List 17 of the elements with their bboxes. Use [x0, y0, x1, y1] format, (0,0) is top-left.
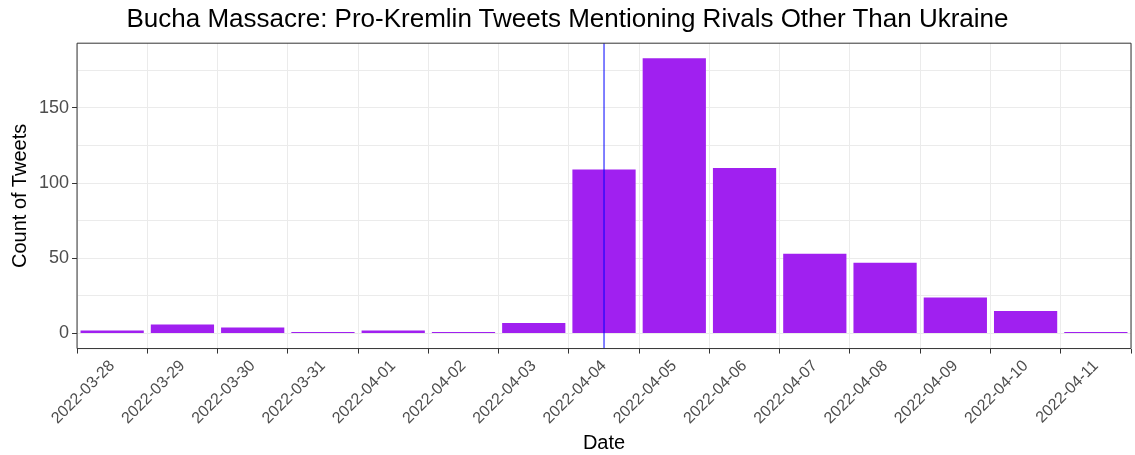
- bar: [150, 324, 215, 334]
- bar: [502, 322, 566, 334]
- y-axis-title: Count of Tweets: [7, 123, 30, 268]
- y-tick-label: 0: [59, 322, 70, 343]
- y-tick-label: 150: [38, 96, 70, 117]
- bar: [712, 168, 777, 334]
- y-tick-label: 100: [38, 172, 70, 193]
- bar: [853, 262, 917, 334]
- bar: [993, 310, 1058, 334]
- bar: [642, 58, 706, 334]
- y-tick-label: 50: [49, 247, 70, 268]
- x-axis-title: Date: [582, 430, 626, 453]
- chart-title: Bucha Massacre: Pro-Kremlin Tweets Mentioning Rivals Other Than Ukraine: [126, 2, 1009, 33]
- bar: [572, 169, 636, 334]
- bar: [923, 297, 987, 334]
- bar: [783, 253, 847, 334]
- bar: [221, 327, 285, 334]
